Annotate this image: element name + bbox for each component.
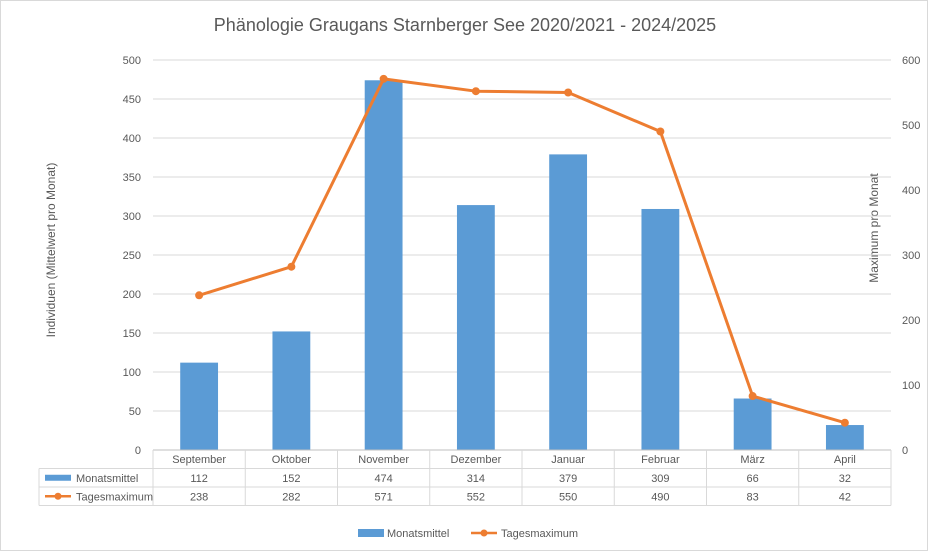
x-category-label: April bbox=[834, 454, 856, 466]
y2-tick-label: 100 bbox=[902, 380, 920, 392]
bar-März bbox=[733, 398, 772, 450]
legend-label-tagesmaximum: Tagesmaximum bbox=[501, 528, 578, 540]
y-tick-label: 0 bbox=[135, 445, 141, 457]
y2-tick-label: 600 bbox=[902, 55, 920, 67]
point-April bbox=[840, 418, 849, 427]
bar-series bbox=[180, 80, 864, 450]
bar-November bbox=[364, 80, 403, 450]
y-tick-label: 300 bbox=[123, 211, 141, 223]
legend-label-monatsmittel: Monatsmittel bbox=[387, 528, 449, 540]
table-cell: 282 bbox=[282, 491, 300, 503]
point-Dezember bbox=[471, 87, 480, 96]
table-cell: 550 bbox=[559, 491, 577, 503]
tagesmaximum-line bbox=[198, 77, 846, 425]
y2-tick-label: 500 bbox=[902, 120, 920, 132]
table-cell: 552 bbox=[467, 491, 485, 503]
legend-key-tagesmaximum bbox=[480, 529, 488, 537]
y2-tick-label: 200 bbox=[902, 315, 920, 327]
bar-Januar bbox=[549, 154, 588, 450]
chart-title: Phänologie Graugans Starnberger See 2020… bbox=[214, 15, 716, 35]
x-category-label: Dezember bbox=[451, 454, 502, 466]
table-series-name: Tagesmaximum bbox=[76, 491, 153, 503]
table-cell: 238 bbox=[190, 491, 208, 503]
y-tick-label: 400 bbox=[123, 133, 141, 145]
x-category-label: November bbox=[358, 454, 409, 466]
legend-key-monatsmittel bbox=[358, 529, 384, 537]
table-cell: 474 bbox=[374, 473, 392, 485]
y-tick-label: 100 bbox=[123, 367, 141, 379]
bar-September bbox=[180, 362, 219, 450]
y-axis-label: Individuen (Mittelwert pro Monat) bbox=[44, 163, 58, 338]
table-cell: 66 bbox=[747, 473, 759, 485]
table-cell: 112 bbox=[190, 473, 208, 485]
y2-tick-label: 400 bbox=[902, 185, 920, 197]
y2-tick-label: 0 bbox=[902, 445, 908, 457]
table-cell: 152 bbox=[282, 473, 300, 485]
table-series-name: Monatsmittel bbox=[76, 473, 138, 485]
table-cell: 309 bbox=[651, 473, 669, 485]
bar-Dezember bbox=[456, 205, 495, 450]
bar-April bbox=[825, 425, 864, 450]
point-Oktober bbox=[287, 262, 296, 271]
y-tick-label: 50 bbox=[129, 406, 141, 418]
table-cell: 379 bbox=[559, 473, 577, 485]
table-cell: 314 bbox=[467, 473, 485, 485]
bar-Oktober bbox=[272, 331, 311, 450]
table-cell: 571 bbox=[374, 491, 392, 503]
x-category-label: März bbox=[740, 454, 764, 466]
table-cell: 83 bbox=[747, 491, 759, 503]
y2-tick-label: 300 bbox=[902, 250, 920, 262]
bar-Februar bbox=[641, 208, 680, 450]
table-legend-key bbox=[54, 492, 62, 500]
gridlines bbox=[153, 59, 891, 412]
x-category-label: September bbox=[172, 454, 226, 466]
x-category-label: Februar bbox=[641, 454, 680, 466]
y-tick-label: 200 bbox=[123, 289, 141, 301]
point-Januar bbox=[564, 88, 573, 97]
point-März bbox=[748, 392, 757, 401]
axis-ticks: 0 50 100 150 200 250 300 350 400 450 500 0 100 200 300… bbox=[123, 55, 921, 457]
y2-axis-label: Maximum pro Monat bbox=[867, 173, 881, 283]
legend: Monatsmittel Tagesmaximum bbox=[358, 528, 578, 540]
line-series bbox=[195, 74, 849, 427]
point-Februar bbox=[656, 127, 665, 136]
data-table: September Oktober November Dezember Januar Fe… bbox=[38, 450, 892, 506]
x-category-label: Oktober bbox=[272, 454, 311, 466]
y-tick-label: 150 bbox=[123, 328, 141, 340]
y-tick-label: 450 bbox=[123, 94, 141, 106]
x-category-label: Januar bbox=[551, 454, 585, 466]
point-September bbox=[195, 291, 204, 300]
point-November bbox=[379, 74, 388, 83]
table-cell: 42 bbox=[839, 491, 851, 503]
table-legend-key bbox=[45, 474, 71, 481]
table-cell: 32 bbox=[839, 473, 851, 485]
y-tick-label: 250 bbox=[123, 250, 141, 262]
y-tick-label: 500 bbox=[123, 55, 141, 67]
table-cell: 490 bbox=[651, 491, 669, 503]
y-tick-label: 350 bbox=[123, 172, 141, 184]
